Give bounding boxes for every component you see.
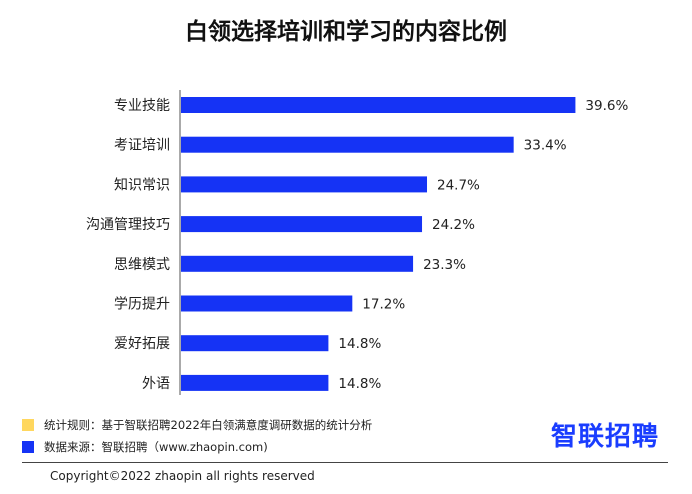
value-label: 14.8% xyxy=(338,376,381,392)
footnote-source: 数据来源：智联招聘（www.zhaopin.com) xyxy=(22,439,268,455)
blue-legend-square xyxy=(22,441,34,453)
footnote-rule-text: 统计规则：基于智联招聘2022年白领满意度调研数据的统计分析 xyxy=(44,418,373,432)
bar xyxy=(181,295,353,312)
bar xyxy=(181,335,329,352)
copyright-text: Copyright©2022 zhaopin all rights reserv… xyxy=(50,469,315,483)
value-label: 17.2% xyxy=(362,297,405,313)
zhaopin-logo: 智联招聘 xyxy=(551,422,660,452)
category-label: 思维模式 xyxy=(114,257,170,273)
bar xyxy=(181,255,414,272)
footnote-rule: 统计规则：基于智联招聘2022年白领满意度调研数据的统计分析 xyxy=(22,417,372,433)
bar xyxy=(181,216,423,233)
category-label: 知识常识 xyxy=(114,176,170,193)
value-label: 24.7% xyxy=(437,177,480,193)
footnote-source-text: 数据来源：智联招聘（www.zhaopin.com) xyxy=(44,440,268,454)
value-label: 33.4% xyxy=(524,138,567,154)
bar xyxy=(181,374,329,391)
value-label: 14.8% xyxy=(338,336,381,352)
category-label: 考证培训 xyxy=(114,138,170,154)
category-label: 沟通管理技巧 xyxy=(86,217,170,233)
value-label: 23.3% xyxy=(423,257,466,273)
bar xyxy=(181,176,428,193)
category-label: 爱好拓展 xyxy=(114,336,170,352)
chart-title: 白领选择培训和学习的内容比例 xyxy=(185,19,507,45)
category-label: 学历提升 xyxy=(114,297,170,313)
yellow-legend-square xyxy=(22,419,34,431)
footer-divider xyxy=(22,462,668,463)
bar xyxy=(181,97,576,113)
value-label: 39.6% xyxy=(585,98,628,114)
bar-chart: 专业技能 39.6% 考证培训 33.4% 知识常识 24.7% 沟通管理技巧 24.2% 思维… xyxy=(86,90,628,395)
value-label: 24.2% xyxy=(432,217,475,233)
category-label: 外语 xyxy=(142,376,170,392)
bar xyxy=(181,136,514,153)
category-label: 专业技能 xyxy=(114,98,170,114)
